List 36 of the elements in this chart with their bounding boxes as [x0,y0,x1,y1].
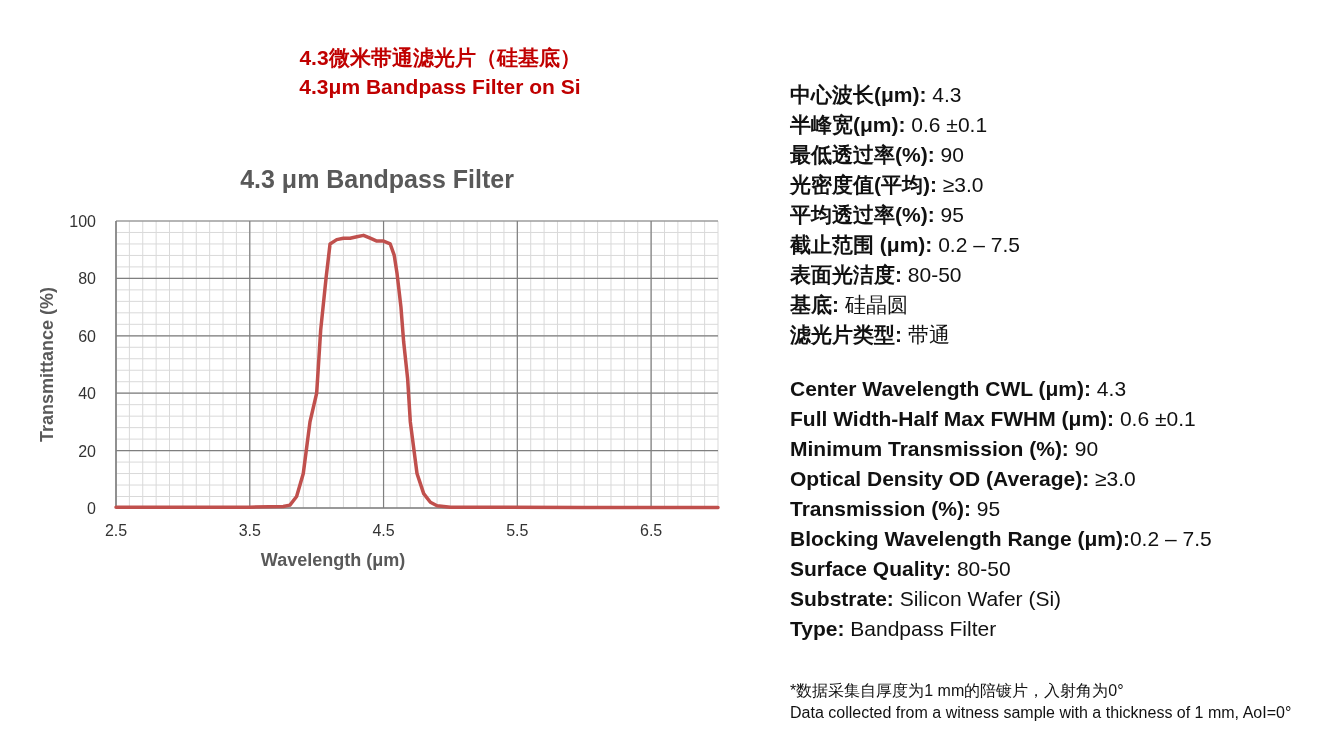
text: *数据采集自厚度为1 mm的陪镀片，入射角为0° [790,681,1125,701]
text: Minimum Transmission (%): 90 [790,437,1099,460]
text: 4.3微米带通滤光片（硅基底） [298,45,582,71]
text: Blocking Wavelength Range (μm):0.2 – 7.5 [790,527,1212,550]
x-tick-label: 5.5 [506,522,529,539]
text: Transmission (%): 95 [790,497,1001,520]
text: 最低透过率(%): 90 [790,143,964,166]
y-tick-label: 60 [78,327,97,345]
x-axis-title: Wavelength (μm) [260,550,406,570]
x-tick-label: 4.5 [372,522,395,539]
text: Type: Bandpass Filter [790,617,997,640]
text: 半峰宽(μm): 0.6 ±0.1 [790,113,988,136]
text: 4.3μm Bandpass Filter on Si [298,75,582,99]
y-tick-label: 80 [78,270,97,288]
text: 截止范围 (μm): 0.2 – 7.5 [790,233,1020,256]
text: Center Wavelength CWL (μm): 4.3 [790,377,1127,400]
text: 基底: 硅晶圆 [790,293,908,316]
text: 光密度值(平均): ≥3.0 [790,173,984,196]
text: Optical Density OD (Average): ≥3.0 [790,467,1136,490]
text: Substrate: Silicon Wafer (Si) [790,587,1062,610]
y-tick-label: 100 [69,213,97,230]
text: Full Width-Half Max FWHM (μm): 0.6 ±0.1 [790,407,1196,430]
y-tick-label: 20 [78,442,97,460]
x-tick-label: 2.5 [104,522,128,539]
text: Surface Quality: 80-50 [790,557,1011,580]
text: 平均透过率(%): 95 [790,203,964,226]
y-axis-title: Transmittance (%) [37,286,57,443]
x-tick-label: 6.5 [639,522,663,539]
x-tick-label: 3.5 [238,522,261,539]
text: 中心波长(μm): 4.3 [790,83,962,106]
text: 滤光片类型: 带通 [790,323,950,346]
y-tick-label: 0 [87,500,97,517]
text: 表面光洁度: 80-50 [790,263,962,286]
chart-title: 4.3 μm Bandpass Filter [240,165,515,193]
text: Data collected from a witness sample with a thickness of 1 mm, AoI=0° [790,703,1293,723]
y-tick-label: 40 [78,385,97,403]
